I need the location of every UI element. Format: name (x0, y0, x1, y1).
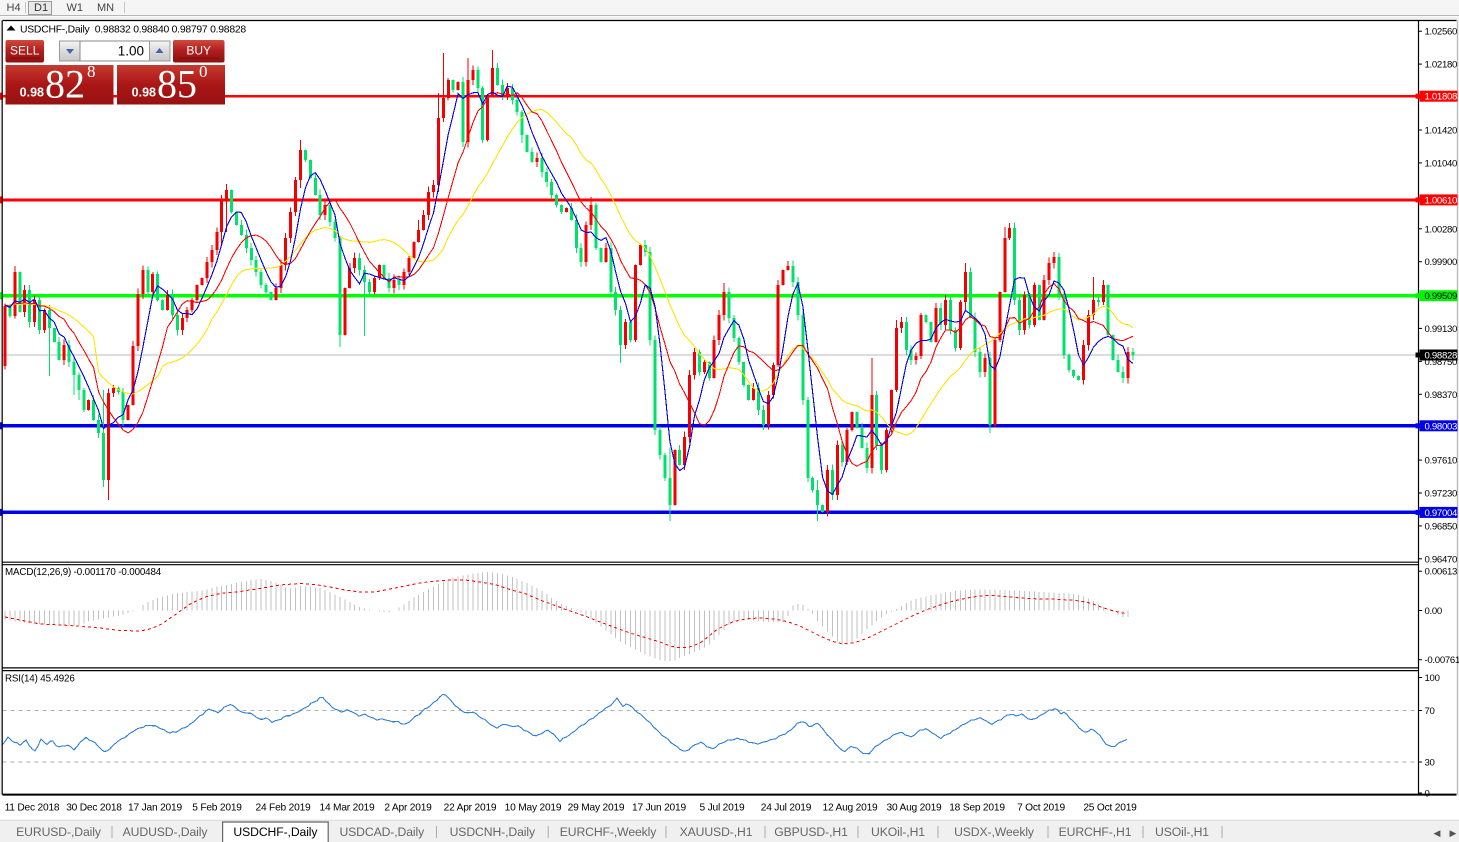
svg-text:100: 100 (1425, 673, 1440, 684)
svg-text:USDCAD-,Daily: USDCAD-,Daily (339, 825, 425, 839)
svg-text:7 Oct 2019: 7 Oct 2019 (1017, 803, 1065, 814)
svg-text:11 Dec 2018: 11 Dec 2018 (5, 803, 60, 814)
svg-text:◀: ◀ (1434, 828, 1441, 838)
svg-text:RSI(14) 45.4926: RSI(14) 45.4926 (5, 674, 75, 685)
svg-text:0.96470: 0.96470 (1425, 554, 1458, 565)
svg-text:24 Feb 2019: 24 Feb 2019 (255, 803, 311, 814)
svg-text:24 Jul 2019: 24 Jul 2019 (761, 803, 812, 814)
svg-text:1.00: 1.00 (118, 44, 144, 59)
svg-text:12 Aug 2019: 12 Aug 2019 (822, 803, 878, 814)
svg-text:W1: W1 (67, 2, 84, 14)
svg-text:1.00610: 1.00610 (1425, 195, 1458, 206)
svg-text:GBPUSD-,H1: GBPUSD-,H1 (774, 825, 848, 839)
svg-text:8: 8 (87, 62, 96, 81)
svg-text:0.99130: 0.99130 (1425, 324, 1458, 335)
svg-text:22 Apr 2019: 22 Apr 2019 (444, 803, 497, 814)
svg-text:1.01420: 1.01420 (1425, 126, 1458, 137)
svg-text:0.98003: 0.98003 (1425, 421, 1458, 432)
svg-text:AUDUSD-,Daily: AUDUSD-,Daily (123, 825, 209, 839)
svg-text:29 May 2019: 29 May 2019 (568, 803, 625, 814)
svg-text:30 Aug 2019: 30 Aug 2019 (886, 803, 942, 814)
svg-text:USOil-,H1: USOil-,H1 (1155, 825, 1209, 839)
svg-text:1.02180: 1.02180 (1425, 60, 1458, 71)
svg-text:0.98: 0.98 (20, 86, 44, 100)
svg-text:18 Sep 2019: 18 Sep 2019 (949, 803, 1005, 814)
svg-text:0.98828: 0.98828 (1425, 351, 1458, 362)
svg-text:0.00613: 0.00613 (1425, 567, 1458, 578)
svg-text:0.99900: 0.99900 (1425, 257, 1458, 268)
svg-text:0.98: 0.98 (132, 86, 156, 100)
svg-text:0.96850: 0.96850 (1425, 521, 1458, 532)
svg-text:0.99509: 0.99509 (1425, 291, 1458, 302)
svg-text:0.98750: 0.98750 (1425, 357, 1458, 368)
svg-text:USDX-,Weekly: USDX-,Weekly (954, 825, 1035, 839)
svg-text:85: 85 (157, 62, 197, 107)
svg-text:USDCHF-,Daily: USDCHF-,Daily (233, 825, 318, 839)
svg-text:BUY: BUY (186, 44, 211, 58)
svg-text:EURUSD-,Daily: EURUSD-,Daily (16, 825, 102, 839)
svg-text:UKOil-,H1: UKOil-,H1 (871, 825, 925, 839)
svg-text:5 Feb 2019: 5 Feb 2019 (192, 803, 242, 814)
svg-text:14 Mar 2019: 14 Mar 2019 (319, 803, 375, 814)
svg-text:0.97004: 0.97004 (1425, 508, 1459, 519)
svg-text:1.01040: 1.01040 (1425, 158, 1458, 169)
svg-text:5 Jul 2019: 5 Jul 2019 (699, 803, 745, 814)
svg-text:1.02560: 1.02560 (1425, 27, 1458, 38)
svg-text:25 Oct 2019: 25 Oct 2019 (1083, 803, 1137, 814)
svg-text:H4: H4 (7, 2, 21, 14)
svg-text:0: 0 (199, 62, 208, 81)
svg-text:0: 0 (1425, 789, 1430, 800)
svg-text:2 Apr 2019: 2 Apr 2019 (384, 803, 432, 814)
svg-text:USDCNH-,Daily: USDCNH-,Daily (450, 825, 536, 839)
svg-text:▶: ▶ (1450, 828, 1457, 838)
svg-text:1.01808: 1.01808 (1425, 92, 1458, 103)
svg-text:30: 30 (1425, 758, 1435, 769)
svg-text:USDCHF-,Daily 0.98832 0.98840: USDCHF-,Daily 0.98832 0.98840 0.98797 0.… (20, 25, 246, 36)
svg-text:-0.00761: -0.00761 (1425, 655, 1459, 666)
svg-text:17 Jan 2019: 17 Jan 2019 (128, 803, 182, 814)
svg-text:EURCHF-,H1: EURCHF-,H1 (1059, 825, 1132, 839)
svg-text:SELL: SELL (10, 44, 40, 58)
svg-text:D1: D1 (34, 2, 48, 14)
svg-text:XAUUSD-,H1: XAUUSD-,H1 (680, 825, 753, 839)
svg-text:82: 82 (45, 62, 85, 107)
svg-text:MN: MN (97, 2, 114, 14)
svg-text:0.00: 0.00 (1425, 606, 1442, 617)
svg-text:MACD(12,26,9) -0.001170 -0.000: MACD(12,26,9) -0.001170 -0.000484 (5, 567, 162, 578)
svg-text:EURCHF-,Weekly: EURCHF-,Weekly (560, 825, 658, 839)
svg-text:70: 70 (1425, 706, 1435, 717)
svg-text:0.97230: 0.97230 (1425, 489, 1458, 500)
svg-text:30 Dec 2018: 30 Dec 2018 (66, 803, 122, 814)
svg-text:1.00280: 1.00280 (1425, 224, 1458, 235)
svg-text:0.98370: 0.98370 (1425, 390, 1458, 401)
svg-text:17 Jun 2019: 17 Jun 2019 (632, 803, 686, 814)
svg-text:0.97610: 0.97610 (1425, 456, 1458, 467)
svg-text:10 May 2019: 10 May 2019 (505, 803, 562, 814)
